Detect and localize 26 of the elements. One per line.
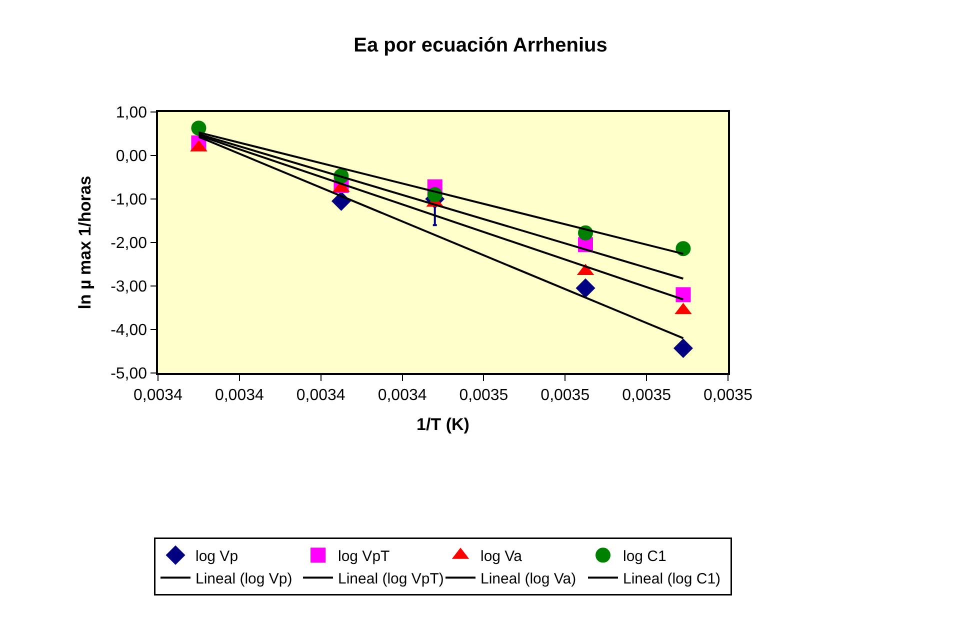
legend-label: log C1 (623, 548, 666, 566)
legend-label: Lineal (log C1) (623, 570, 721, 588)
legend-label: Lineal (log VpT) (338, 570, 444, 588)
chart-title: Ea por ecuación Arrhenius (354, 34, 608, 57)
y-axis-title: ln µ max 1/horas (76, 176, 95, 310)
x-tick-label: 0,0035 (540, 386, 590, 404)
y-tick-label: -4,00 (110, 322, 148, 340)
x-axis-title: 1/T (K) (416, 414, 470, 434)
y-tick-label: 1,00 (116, 104, 148, 122)
x-tick-label: 0,0034 (296, 386, 346, 404)
x-tick-label: 0,0034 (378, 386, 427, 404)
legend-label: Lineal (log Vp) (196, 570, 292, 588)
y-tick-label: -5,00 (110, 366, 148, 383)
x-tick-label: 0,0035 (459, 386, 508, 404)
y-tick-label: -1,00 (110, 192, 148, 209)
y-tick-label: -3,00 (110, 278, 148, 296)
legend-label: log Va (480, 548, 523, 566)
legend-label: log VpT (338, 548, 390, 566)
x-tick-label: 0,0034 (134, 386, 183, 404)
y-tick-label: 0,00 (116, 148, 148, 166)
x-tick-label: 0,0035 (622, 386, 672, 404)
x-tick-label: 0,0034 (214, 386, 264, 404)
legend-label: Lineal (log Va) (480, 570, 576, 588)
y-tick-label: -2,00 (110, 235, 148, 252)
legend-label: log Vp (196, 548, 238, 566)
x-tick-label: 0,0035 (704, 386, 753, 404)
